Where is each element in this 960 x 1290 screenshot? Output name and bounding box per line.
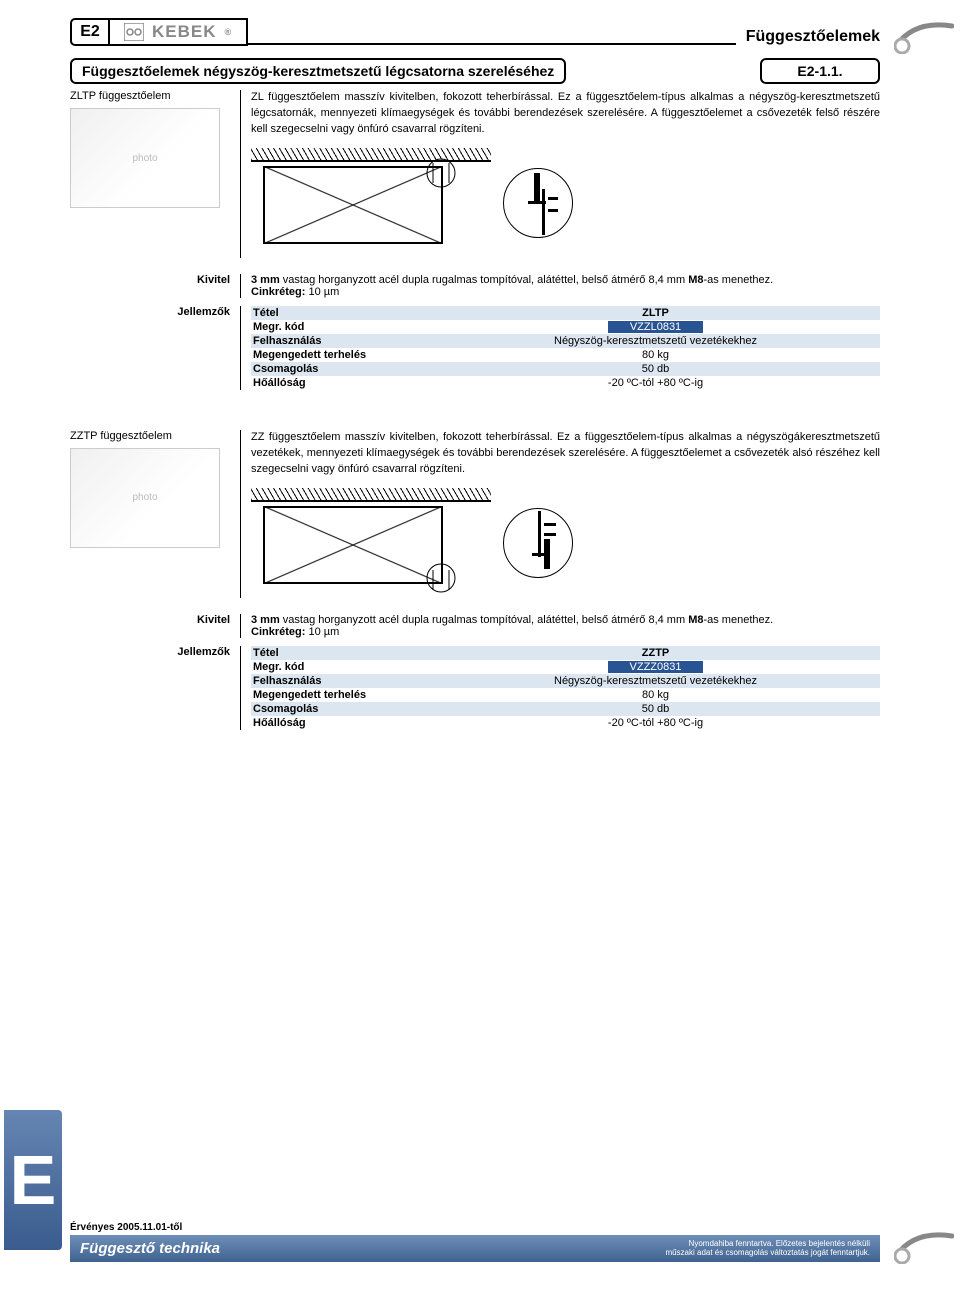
binding-ring-bottom	[894, 1230, 954, 1264]
row-val: ZLTP	[642, 307, 669, 319]
kivitel-text: vastag horganyzott acél dupla rugalmas t…	[280, 614, 688, 626]
kivitel-row: Kivitel 3 mm vastag horganyzott acél dup…	[70, 614, 880, 638]
thread: M8	[688, 274, 703, 286]
row-key: Hőállóság	[251, 376, 431, 390]
kivitel-label: Kivitel	[70, 274, 240, 298]
row-key: Megr. kód	[251, 660, 431, 674]
coating-val: 10 µm	[305, 626, 339, 638]
section-header: Függesztőelemek négyszög-keresztmetszetű…	[70, 58, 880, 84]
row-val: Négyszög-keresztmetszetű vezetékekhez	[431, 334, 880, 348]
product-description: ZL függesztőelem masszív kivitelben, fok…	[251, 90, 880, 138]
kivitel-text-end: -as menethez.	[703, 274, 773, 286]
product-name: ZLTP függesztőelem	[70, 90, 240, 102]
product-block-zltp: ZLTP függesztőelem photo ZL függesztőele…	[70, 90, 880, 258]
product-name: ZZTP függesztőelem	[70, 430, 240, 442]
footer-title: Függesztő technika	[80, 1240, 220, 1257]
row-val: -20 ºC-tól +80 ºC-ig	[431, 716, 880, 730]
row-val: Négyszög-keresztmetszetű vezetékekhez	[431, 674, 880, 688]
row-key: Megengedett terhelés	[251, 688, 431, 702]
brand-logo: KEBEK ®	[110, 18, 248, 46]
row-key: Csomagolás	[251, 362, 431, 376]
row-key: Tétel	[251, 306, 431, 320]
row-val: 80 kg	[431, 348, 880, 362]
detail-circle-icon	[503, 508, 573, 578]
row-val: 50 db	[431, 702, 880, 716]
coating-label: Cinkréteg:	[251, 286, 305, 298]
footer-note-2: műszaki adat és csomagolás változtatás j…	[665, 1248, 870, 1257]
product-photo-placeholder: photo	[70, 448, 220, 548]
page-footer: Érvényes 2005.11.01-től Függesztő techni…	[70, 1222, 880, 1262]
coating-val: 10 µm	[305, 286, 339, 298]
row-key: Tétel	[251, 646, 431, 660]
thickness: 3 mm	[251, 614, 280, 626]
footer-note-1: Nyomdahiba fenntartva. Előzetes bejelent…	[689, 1239, 870, 1248]
order-code: VZZL0831	[608, 321, 703, 333]
page-title: Függesztőelemek	[746, 28, 880, 46]
row-val: 80 kg	[431, 688, 880, 702]
binding-ring-top	[894, 20, 954, 54]
row-val: ZZTP	[642, 647, 670, 659]
row-key: Megengedett terhelés	[251, 348, 431, 362]
product-block-zztp: ZZTP függesztőelem photo ZZ függesztőele…	[70, 430, 880, 598]
row-key: Felhasználás	[251, 674, 431, 688]
detail-circle-icon	[503, 168, 573, 238]
coating-label: Cinkréteg:	[251, 626, 305, 638]
kivitel-row: Kivitel 3 mm vastag horganyzott acél dup…	[70, 274, 880, 298]
characteristics-label: Jellemzők	[70, 306, 240, 390]
thickness: 3 mm	[251, 274, 280, 286]
thread: M8	[688, 614, 703, 626]
kivitel-text-end: -as menethez.	[703, 614, 773, 626]
product-photo-placeholder: photo	[70, 108, 220, 208]
mounting-diagram	[251, 488, 880, 598]
row-key: Felhasználás	[251, 334, 431, 348]
characteristics-label: Jellemzők	[70, 646, 240, 730]
characteristics-table: Tétel ZLTP Megr. kód VZZL0831 Felhasználás…	[251, 306, 880, 390]
row-key: Megr. kód	[251, 320, 431, 334]
row-key: Hőállóság	[251, 716, 431, 730]
mounting-diagram	[251, 148, 880, 258]
characteristics-table: Tétel ZZTP Megr. kód VZZZ0831 Felhasználás…	[251, 646, 880, 730]
valid-from: Érvényes 2005.11.01-től	[70, 1222, 880, 1233]
kivitel-text: vastag horganyzott acél dupla rugalmas t…	[280, 274, 688, 286]
section-title: Függesztőelemek négyszög-keresztmetszetű…	[70, 58, 566, 84]
page-code: E2	[70, 18, 110, 46]
row-val: 50 db	[431, 362, 880, 376]
characteristics-row: Jellemzők Tétel ZLTP Megr. kód VZZL0831 Fe…	[70, 306, 880, 390]
product-description: ZZ függesztőelem masszív kivitelben, fok…	[251, 430, 880, 478]
section-tab: E	[4, 1110, 62, 1250]
row-val: -20 ºC-tól +80 ºC-ig	[431, 376, 880, 390]
brand-name: KEBEK	[152, 22, 217, 42]
section-code: E2-1.1.	[760, 58, 880, 84]
kivitel-label: Kivitel	[70, 614, 240, 638]
header-rule	[246, 43, 736, 45]
page-header: E2 KEBEK ® Függesztőelemek	[70, 18, 880, 46]
row-key: Csomagolás	[251, 702, 431, 716]
characteristics-row: Jellemzők Tétel ZZTP Megr. kód VZZZ0831 Fe…	[70, 646, 880, 730]
order-code: VZZZ0831	[608, 661, 704, 673]
